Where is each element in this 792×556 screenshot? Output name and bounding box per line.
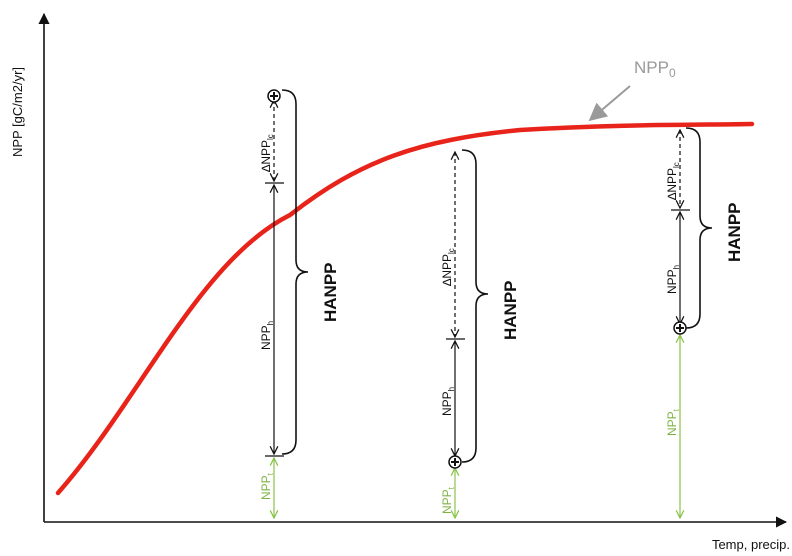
npp-t-label-3: NPPt: [665, 408, 681, 436]
npp-t-label-1: NPPt: [259, 472, 275, 500]
hanpp-brace-3: [685, 127, 713, 329]
npp-h-label-2: NPPh: [440, 387, 456, 416]
actual-npp-marker-2: [448, 455, 462, 469]
hanpp-brace-1: [281, 89, 309, 455]
hanpp-label-1: HANPP: [321, 262, 340, 322]
npp-h-label-1: NPPh: [259, 321, 275, 350]
hanpp-brace-2: [461, 149, 489, 463]
delta-npp-lc-label-1: ∆NPPlc: [259, 134, 275, 172]
hanpp-label-2: HANPP: [501, 280, 520, 340]
hanpp-label-3: HANPP: [725, 202, 744, 262]
npp0-curve: [55, 121, 755, 496]
delta-npp-lc-label-2: ∆NPPlc: [440, 248, 456, 286]
actual-npp-marker-3: [673, 321, 687, 335]
delta-npp-lc-label-3: ∆NPPlc: [665, 162, 681, 200]
potential-npp-marker-1: [267, 89, 281, 103]
x-axis-label: Temp, precip.: [712, 537, 790, 552]
npp0-pointer-arrow: [588, 85, 631, 122]
npp0-label: NPP0: [634, 58, 676, 80]
column-3: NPPt NPPh ∆NPPlc HANPP: [665, 127, 744, 518]
column-2: NPPt NPPh ∆NPPlc HANPP: [440, 149, 520, 518]
column-1: NPPt NPPh ∆NPPlc HANPP: [259, 89, 340, 518]
npp-h-label-3: NPPh: [665, 265, 681, 294]
y-axis-label: NPP [gC/m2/yr]: [10, 67, 25, 157]
npp-t-label-2: NPPt: [440, 486, 456, 514]
